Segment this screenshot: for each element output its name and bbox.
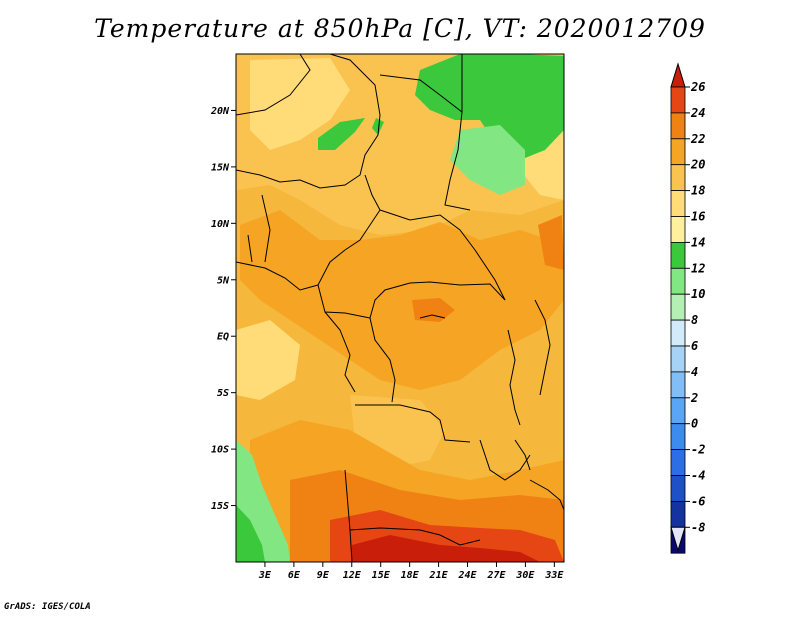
border-line: [369, 281, 506, 319]
colorbar-segment: [670, 319, 686, 347]
colorbar-label: -2: [691, 443, 705, 457]
colorbar-label: 12: [691, 261, 705, 275]
border-line: [349, 527, 481, 546]
border-line: [419, 314, 446, 319]
colorbar-segment: [670, 423, 686, 451]
border-line: [379, 54, 463, 114]
border-line: [324, 311, 356, 393]
field-lightgreen-north: [450, 125, 525, 195]
colorbar-label: 4: [691, 365, 698, 379]
border-line: [534, 299, 551, 396]
colorbar-label: 18: [691, 184, 705, 198]
colorbar-segment: [670, 293, 686, 321]
lon-tick-label: 15E: [372, 570, 391, 581]
lon-tick-label: 21E: [429, 570, 449, 581]
border-line: [261, 194, 271, 263]
country-borders: [236, 54, 564, 562]
colorbar-segment: [670, 164, 686, 191]
colorbar-label: -8: [691, 520, 705, 534]
lon-tick-label: 24E: [457, 570, 477, 581]
border-line: [344, 174, 381, 251]
colorbar-label: 16: [691, 210, 705, 224]
border-line: [236, 54, 381, 189]
colorbar-label: 8: [691, 313, 698, 327]
field-darkred-south: [352, 535, 540, 562]
colorbar-label: 22: [690, 132, 705, 146]
border-line: [507, 329, 521, 426]
field-lightyellow-north: [250, 58, 350, 150]
colorbar-segment: [670, 216, 686, 243]
map-title: Temperature at 850hPa [C], VT: 202001270…: [94, 14, 706, 43]
colorbar-segment: [670, 449, 686, 476]
colorbar-label: 20: [690, 158, 705, 172]
border-line: [236, 261, 319, 291]
lat-tick-label: EQ: [217, 332, 229, 343]
map-frame: [235, 53, 565, 563]
lat-tick-label: 20N: [210, 106, 230, 117]
software-credit: GrADS: IGES/COLA: [4, 602, 91, 612]
lat-tick-label: 5N: [217, 275, 230, 286]
lat-tick-label: 10S: [211, 445, 229, 456]
lat-tick-label: 10N: [211, 219, 230, 230]
colorbar-segment: [670, 267, 686, 295]
field-orange-patch-ne: [538, 215, 564, 270]
lon-tick-label: 27E: [486, 570, 506, 581]
border-line: [369, 317, 396, 403]
colorbar-label: 10: [691, 287, 705, 301]
longitude-axis: 3E 6E 9E 12E 15E 18E 21E 24E 27E 30E 33E: [258, 562, 564, 581]
field-orange-central: [240, 210, 564, 390]
colorbar-label: -6: [691, 494, 705, 508]
colorbar-segment: [670, 138, 686, 166]
border-line: [247, 234, 253, 263]
colorbar-segment: [670, 371, 686, 399]
colorbar-segment: [670, 500, 686, 528]
field-green-patch: [318, 118, 365, 150]
lon-tick-label: 9E: [317, 570, 330, 581]
field-green-patch-2: [372, 118, 384, 135]
colorbar-label: 2: [690, 391, 698, 405]
colorbar-segment: [670, 112, 686, 140]
border-line: [514, 439, 531, 471]
colorbar-segment: [670, 475, 686, 502]
colorbar-bottom-arrow: [670, 526, 686, 553]
colorbar-segment: [670, 86, 686, 114]
lat-tick-label: 15N: [211, 162, 230, 173]
border-line: [355, 404, 471, 443]
latitude-axis: 20N 15N 10N 5N EQ 5S 10S 15S: [210, 106, 236, 512]
colorbar-segment: [670, 345, 686, 373]
field-yellow-west: [236, 320, 300, 400]
lon-tick-label: 30E: [515, 570, 535, 581]
border-line: [379, 209, 506, 301]
colorbar-label: 14: [691, 235, 705, 249]
colorbar-label: 24: [690, 106, 705, 120]
field-green-north: [415, 54, 564, 160]
colorbar-label: 6: [691, 339, 698, 353]
temperature-field: [236, 54, 564, 562]
border-line: [529, 479, 564, 511]
lon-tick-label: 12E: [343, 570, 362, 581]
colorbar-label: 0: [691, 417, 698, 431]
lat-tick-label: 5S: [217, 388, 229, 399]
lat-tick-label: 15S: [211, 501, 229, 512]
border-line: [444, 111, 471, 211]
colorbar-segment: [670, 241, 686, 269]
colorbar-segment: [670, 397, 686, 425]
border-line: [479, 439, 531, 481]
border-line: [236, 54, 311, 116]
field-orange-patch-center: [412, 298, 455, 322]
colorbar-segment: [670, 190, 686, 217]
colorbar-label: 26: [690, 80, 705, 94]
lon-tick-label: 3E: [258, 570, 272, 581]
lon-tick-label: 33E: [544, 570, 564, 581]
colorbar-top-arrow: [670, 62, 686, 88]
field-green-west-dark: [236, 505, 265, 562]
border-line: [317, 249, 371, 319]
lon-tick-label: 6E: [288, 570, 301, 581]
lon-tick-label: 18E: [401, 570, 420, 581]
colorbar-label: -4: [691, 469, 705, 483]
